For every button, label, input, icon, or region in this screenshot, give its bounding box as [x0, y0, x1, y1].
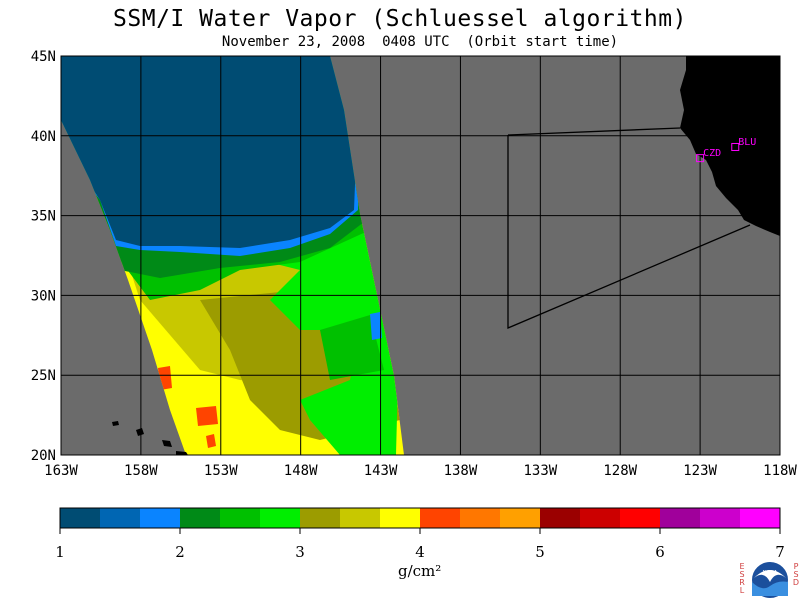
longitude-label: 158W — [124, 463, 158, 479]
colorbar-swatch — [460, 508, 501, 528]
colorbar-label: 3 — [295, 543, 305, 561]
colorbar-swatch — [700, 508, 741, 528]
colorbar-swatch — [260, 508, 301, 528]
map-frame — [60, 55, 781, 456]
colorbar-swatch — [740, 508, 781, 528]
colorbar-swatch — [180, 508, 221, 528]
map-subtitle: November 23, 2008 0408 UTC (Orbit start … — [221, 34, 619, 50]
latitude-label: 30N — [31, 288, 56, 304]
colorbar-label: 7 — [775, 543, 785, 561]
colorbar-swatch — [300, 508, 341, 528]
land-mass-north-america — [680, 56, 780, 236]
station-label: BLU — [738, 137, 756, 148]
flight-track — [507, 127, 751, 329]
longitude-label: 163W — [44, 463, 78, 479]
colorbar — [59, 507, 781, 534]
latitude-label: 45N — [31, 49, 56, 65]
colorbar-label: 2 — [175, 543, 185, 561]
longitude-label: 143W — [364, 463, 398, 479]
colorbar-swatch — [580, 508, 621, 528]
latitude-label: 25N — [31, 368, 56, 384]
colorbar-label: 4 — [415, 543, 425, 561]
colorbar-swatch — [500, 508, 541, 528]
longitude-label: 133W — [523, 463, 557, 479]
longitude-labels: 163W 158W 153W 148W 143W 138W 133W 128W 123W 118W — [44, 463, 797, 479]
colorbar-label: 5 — [535, 543, 545, 561]
latitude-label: 40N — [31, 129, 56, 145]
map-plot-area: CZD BLU — [61, 56, 780, 455]
longitude-label: 153W — [204, 463, 238, 479]
hawaii-islands — [112, 421, 188, 455]
grid-lines — [61, 56, 780, 455]
colorbar-swatch — [220, 508, 261, 528]
colorbar-unit: g/cm² — [398, 562, 442, 580]
longitude-label: 118W — [763, 463, 797, 479]
map-title: SSM/I Water Vapor (Schluessel algorithm) — [113, 6, 687, 32]
station-marker — [731, 142, 740, 151]
station-label: CZD — [703, 148, 721, 159]
colorbar-swatch — [60, 508, 101, 528]
colorbar-swatch — [540, 508, 581, 528]
colorbar-swatch — [380, 508, 421, 528]
colorbar-swatch — [140, 508, 181, 528]
colorbar-swatch — [620, 508, 661, 528]
colorbar-swatch — [420, 508, 461, 528]
longitude-label: 148W — [284, 463, 318, 479]
noaa-logo: NOAA — [750, 560, 790, 600]
latitude-labels: 45N 40N 35N 30N 25N 20N — [31, 49, 56, 464]
longitude-label: 123W — [683, 463, 717, 479]
svg-text:NOAA: NOAA — [763, 570, 778, 576]
colorbar-swatch — [660, 508, 701, 528]
station-markers: CZD BLU — [696, 137, 756, 163]
longitude-label: 138W — [444, 463, 478, 479]
station-marker — [696, 154, 705, 163]
colorbar-swatch — [100, 508, 141, 528]
latitude-label: 20N — [31, 448, 56, 464]
colorbar-label: 6 — [655, 543, 665, 561]
latitude-label: 35N — [31, 209, 56, 225]
colorbar-label: 1 — [55, 543, 65, 561]
longitude-label: 128W — [603, 463, 637, 479]
colorbar-swatch — [340, 508, 381, 528]
